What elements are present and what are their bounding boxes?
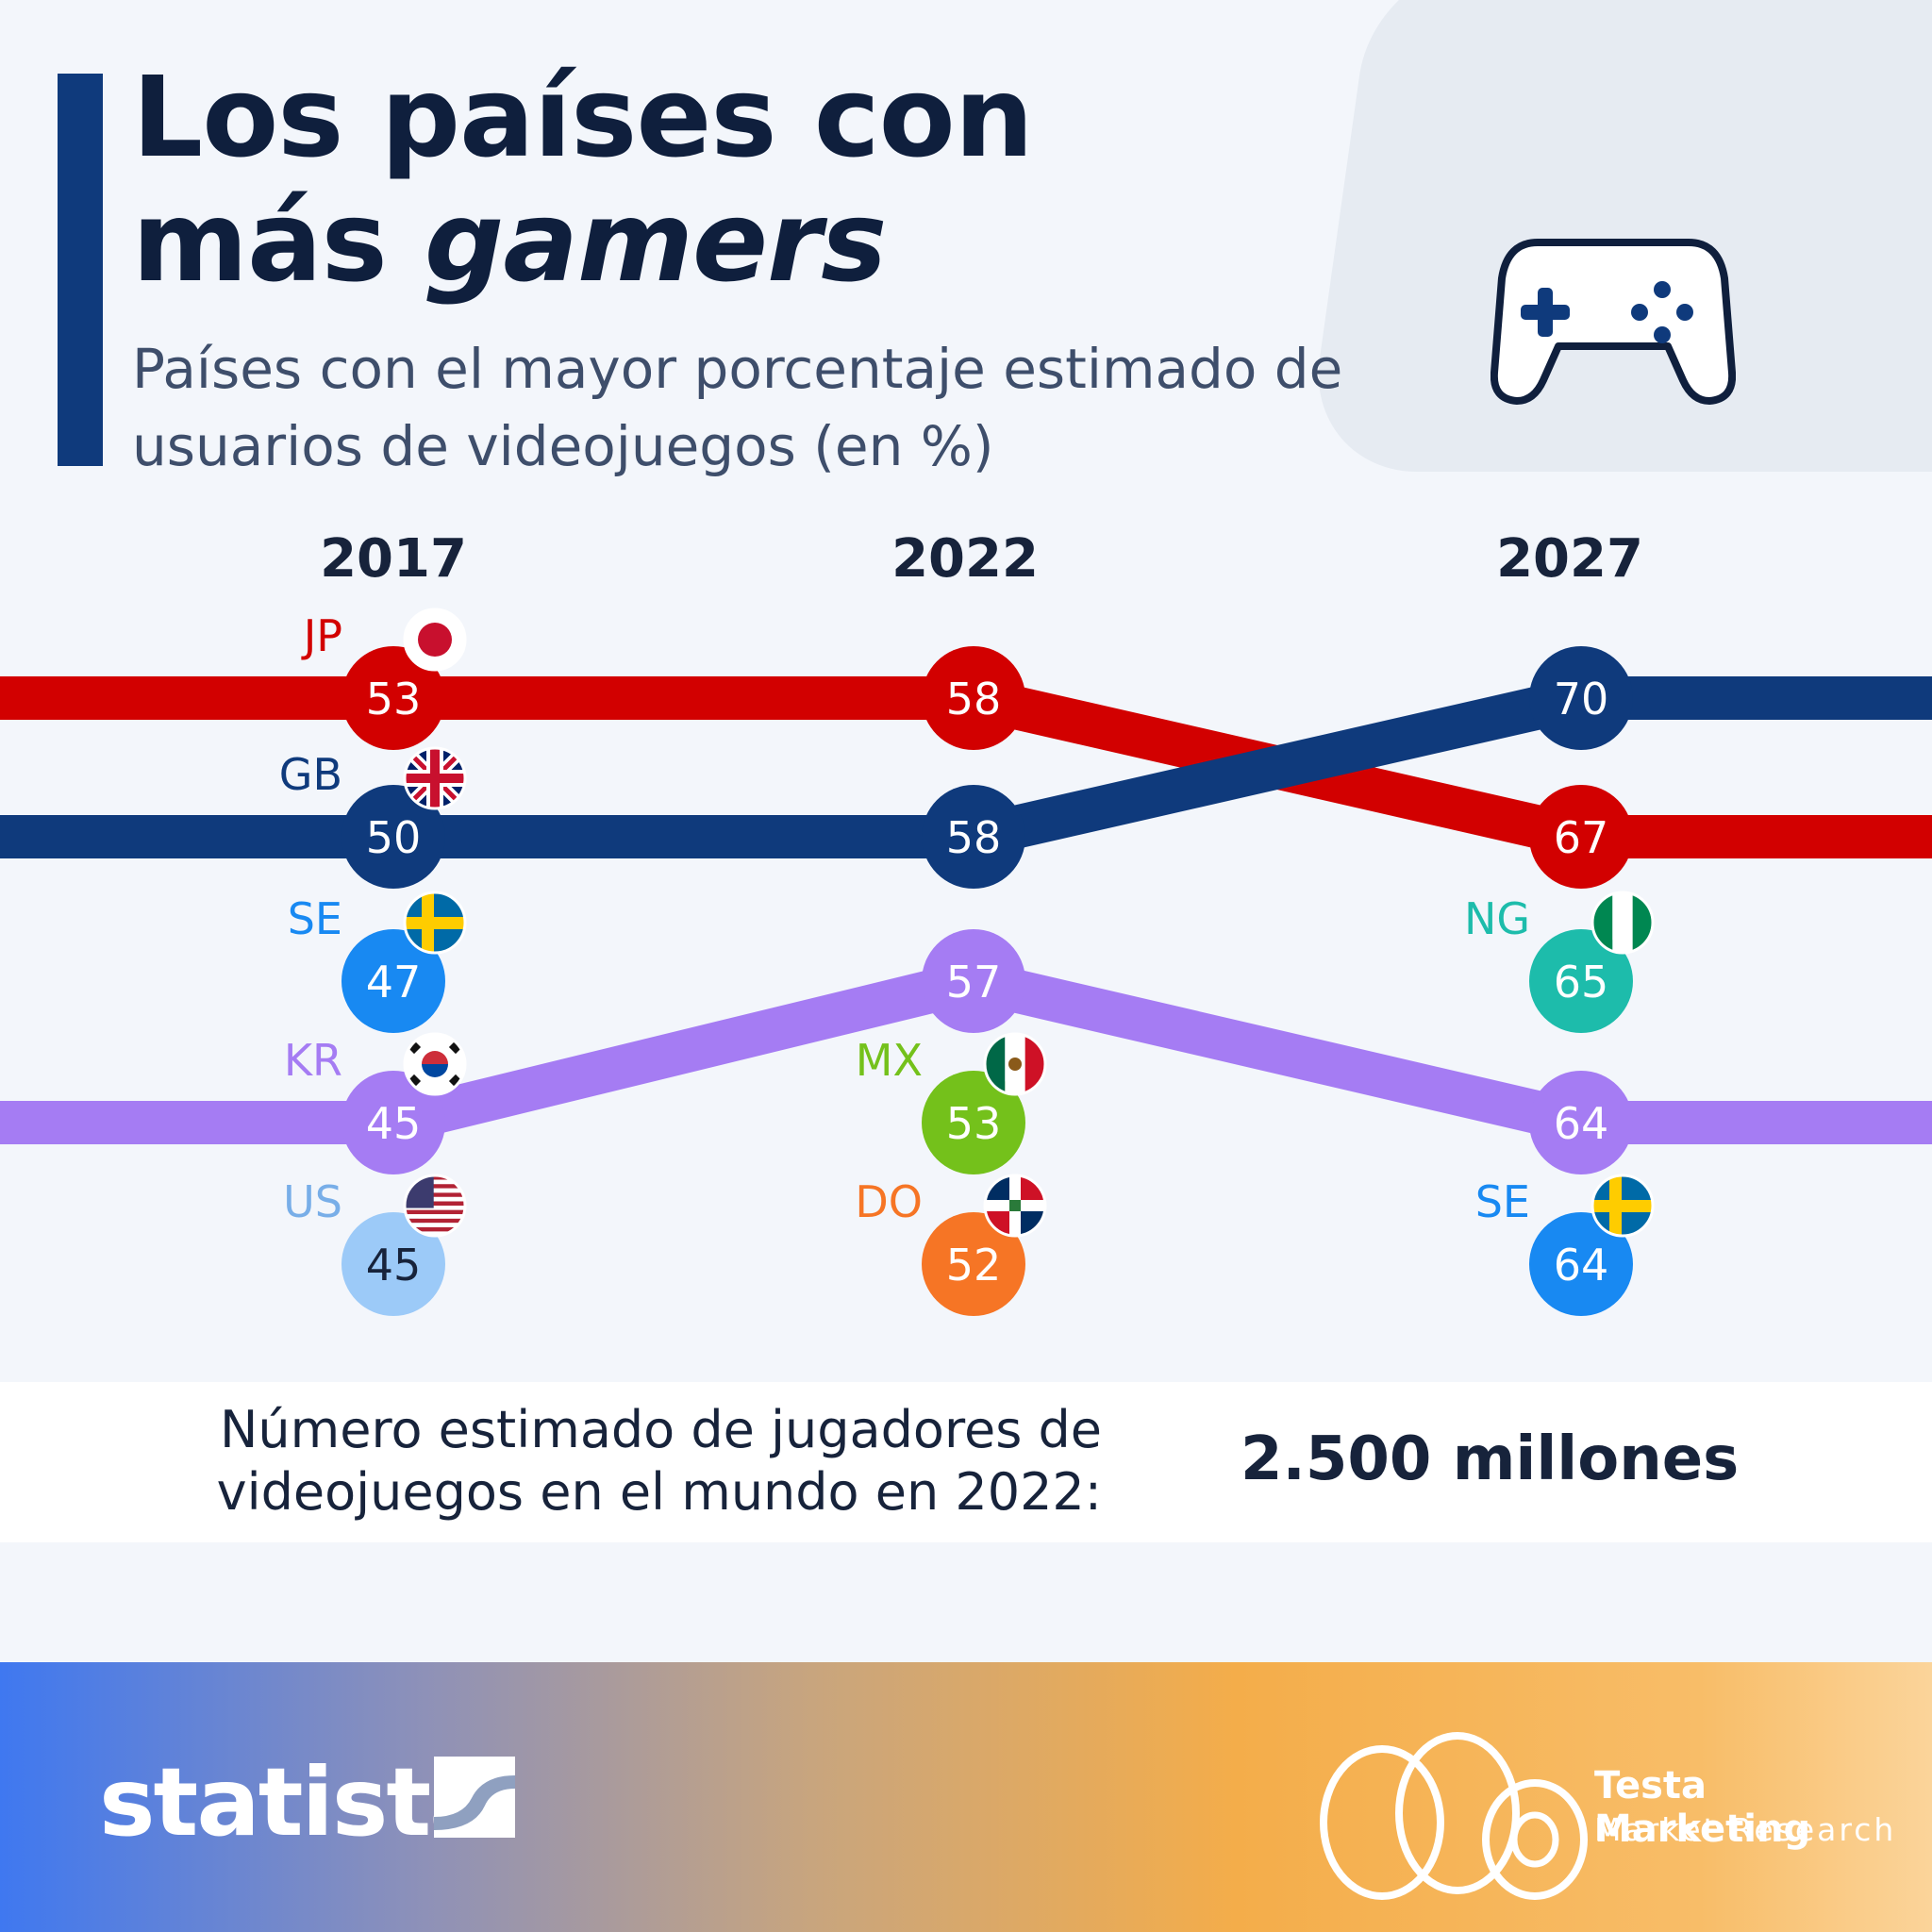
year-label-2017: 2017: [320, 528, 467, 590]
country-label-do-2022: DO: [855, 1176, 923, 1227]
country-label-ng-2027: NG: [1464, 893, 1530, 944]
stats-label: Número estimado de jugadores de videojue…: [158, 1399, 1102, 1524]
value-label-gb-2017: 50: [366, 812, 422, 863]
country-label-gb-2017: GB: [279, 749, 342, 800]
value-label-kr-2017: 45: [366, 1098, 422, 1149]
marker-gb-2017: [341, 785, 445, 889]
marker-jp-2022: [922, 646, 1025, 750]
value-label-se-2017: 47: [366, 957, 422, 1008]
value-label-mx-2022: 53: [946, 1098, 1002, 1149]
country-label-se-2017: SE: [288, 893, 342, 944]
title-accent-bar: [58, 74, 103, 466]
value-label-do-2022: 52: [946, 1240, 1002, 1291]
marker-jp-2027: [1529, 785, 1633, 889]
marker-kr-2017: [341, 1071, 445, 1174]
flag-ng-icon: [1591, 891, 1655, 955]
value-label-kr-2027: 64: [1554, 1098, 1609, 1149]
title-line-2-plain: más: [132, 176, 425, 307]
flag-jp-icon: [403, 608, 467, 672]
title-line-2-italic: gamers: [424, 176, 888, 307]
gamepad-icon: [1491, 239, 1736, 405]
value-label-us-2017: 45: [366, 1240, 422, 1291]
flag-kr-icon: [403, 1032, 467, 1096]
marker-gb-2022: [922, 785, 1025, 889]
year-label-2027: 2027: [1496, 528, 1643, 590]
page-subtitle: Países con el mayor porcentaje estimado …: [132, 337, 1343, 478]
value-label-gb-2027: 70: [1554, 674, 1609, 724]
marker-mx-2022: [922, 1071, 1025, 1174]
flag-do-icon: [983, 1174, 1047, 1238]
marker-se-2027: [1529, 1212, 1633, 1316]
flag-se-icon: [1591, 1174, 1655, 1238]
flag-mx-icon: [983, 1032, 1047, 1096]
flag-se-icon: [403, 891, 467, 955]
country-label-mx-2022: MX: [856, 1035, 923, 1086]
value-label-kr-2022: 57: [946, 957, 1002, 1008]
marker-se-2017: [341, 929, 445, 1033]
marker-kr-2022: [922, 929, 1025, 1033]
value-label-ng-2027: 65: [1554, 957, 1609, 1008]
value-label-jp-2027: 67: [1554, 812, 1609, 863]
value-label-se-2027: 64: [1554, 1240, 1609, 1291]
country-label-jp-2017: JP: [301, 610, 342, 661]
marker-kr-2027: [1529, 1071, 1633, 1174]
country-label-se-2027: SE: [1475, 1176, 1530, 1227]
year-label-2022: 2022: [891, 528, 1039, 590]
marker-us-2017: [341, 1212, 445, 1316]
page-title: Los países con más gamers: [132, 52, 1034, 307]
marker-do-2022: [922, 1212, 1025, 1316]
value-label-gb-2022: 58: [946, 812, 1002, 863]
stats-value: 2.500 millones: [1241, 1424, 1740, 1494]
flag-us-icon: [403, 1174, 467, 1238]
testa-logo-subtitle: Market Research: [1594, 1811, 1897, 1848]
marker-jp-2017: [341, 646, 445, 750]
testa-logo-name: Testa Marketing: [1594, 1764, 1811, 1851]
footer: statista Testa Marketing Market Research: [0, 1662, 1932, 1932]
country-label-kr-2017: KR: [284, 1035, 342, 1086]
value-label-jp-2017: 53: [366, 674, 422, 724]
statista-logo-icon: [434, 1757, 515, 1838]
testa-logo-icon: [1320, 1732, 1588, 1900]
stats-panel: Número estimado de jugadores de videojue…: [0, 1382, 1932, 1542]
marker-ng-2027: [1529, 929, 1633, 1033]
country-label-us-2017: US: [283, 1176, 342, 1227]
bump-chart: 53 JP 50 GB 47 SE 45 KR 45 US 58 58 57 53 MX 52 DO 70 67 65…: [0, 608, 1932, 1316]
statista-logo-text: statista: [99, 1747, 493, 1857]
stats-label-line-1: Número estimado de jugadores de: [220, 1400, 1102, 1459]
stats-label-line-2: videojuegos en el mundo en 2022:: [216, 1462, 1102, 1522]
marker-gb-2027: [1529, 646, 1633, 750]
title-line-1: Los países con: [132, 52, 1034, 182]
value-label-jp-2022: 58: [946, 674, 1002, 724]
flag-gb-icon: [403, 746, 467, 810]
